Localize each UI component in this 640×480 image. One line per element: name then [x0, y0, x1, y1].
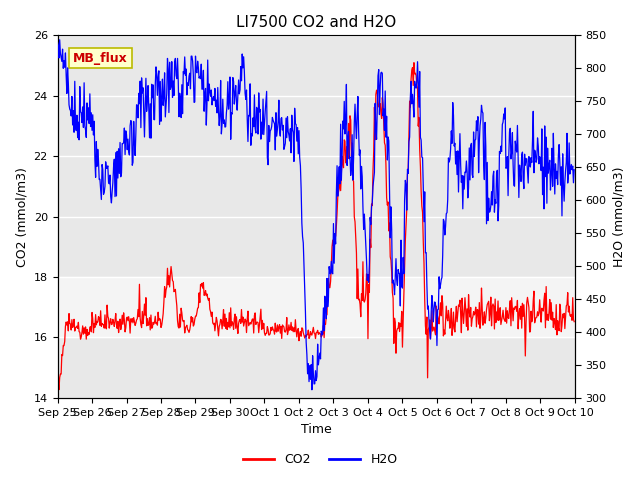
Legend: CO2, H2O: CO2, H2O — [237, 448, 403, 471]
Title: LI7500 CO2 and H2O: LI7500 CO2 and H2O — [236, 15, 396, 30]
Text: MB_flux: MB_flux — [73, 52, 128, 65]
Bar — [58, 277, 575, 337]
Y-axis label: CO2 (mmol/m3): CO2 (mmol/m3) — [15, 167, 28, 266]
Y-axis label: H2O (mmol/m3): H2O (mmol/m3) — [612, 167, 625, 267]
X-axis label: Time: Time — [301, 423, 332, 436]
